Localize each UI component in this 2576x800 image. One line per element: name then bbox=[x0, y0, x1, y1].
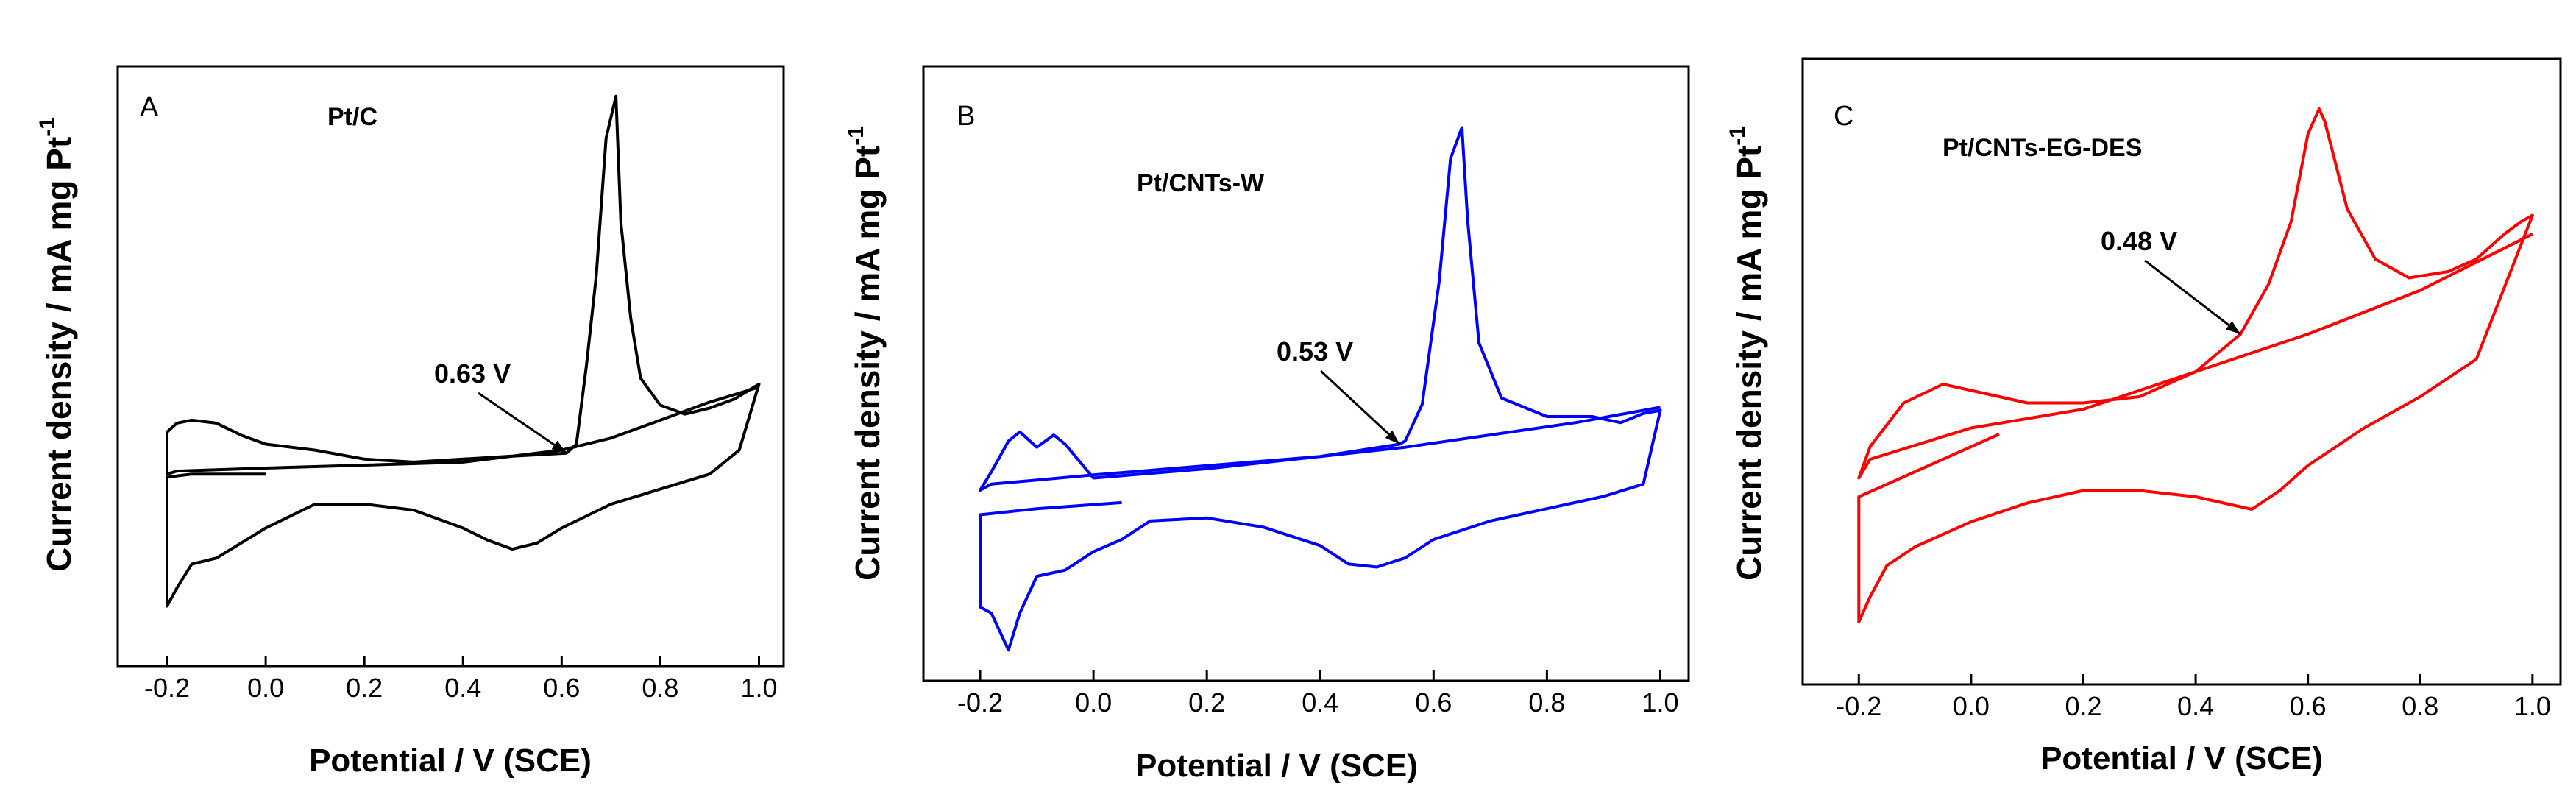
panel-b-ylabel-sup: -1 bbox=[844, 126, 868, 146]
panel-a-x-tick-label: 0.8 bbox=[642, 673, 678, 703]
panel-b-annotation-arrow bbox=[1319, 369, 1401, 445]
panel-b-x-tick-label: 0.2 bbox=[1188, 687, 1225, 718]
panel-c-annotation-arrow bbox=[2144, 259, 2242, 336]
panel-a-frame bbox=[116, 65, 785, 668]
panel-c: -0.2 0.0 0.2 0.4 0.6 0.8 1.0 C Pt/CNTs-EG-DES … bbox=[1725, 57, 2562, 776]
panel-b-x-ticks: -0.2 0.0 0.2 0.4 0.6 0.8 1.0 bbox=[957, 670, 1679, 718]
panel-a-x-tick-label: 1.0 bbox=[740, 673, 777, 703]
panel-b-x-tick-label: 0.6 bbox=[1415, 687, 1452, 718]
panel-c-frame bbox=[1801, 57, 2562, 686]
panel-c-cv-curve bbox=[1857, 107, 2534, 623]
panel-c-xlabel: Potential / V (SCE) bbox=[2040, 740, 2323, 776]
panel-b-cv-curve bbox=[979, 126, 1662, 652]
panel-c-x-tick-label: -0.2 bbox=[1836, 691, 1881, 721]
panel-b-x-tick-label: 0.8 bbox=[1528, 687, 1565, 718]
panel-a-annotation-arrowhead bbox=[551, 440, 567, 453]
panel-c-x-tick-label: 0.6 bbox=[2290, 691, 2327, 721]
panel-c-x-tick-label: 0.0 bbox=[1953, 691, 1990, 721]
panel-c-x-tick-label: 1.0 bbox=[2514, 691, 2551, 721]
panel-b-xlabel: Potential / V (SCE) bbox=[1135, 748, 1418, 784]
panel-b: -0.2 0.0 0.2 0.4 0.6 0.8 1.0 B Pt/CNTs-W 0.53 … bbox=[844, 65, 1690, 784]
panel-c-ylabel-sup: -1 bbox=[1725, 126, 1750, 146]
panel-c-x-tick-label: 0.8 bbox=[2402, 691, 2438, 721]
panel-a-ylabel-text: Current density / mA mg Pt bbox=[40, 137, 78, 572]
panel-a-x-tick-label: 0.4 bbox=[444, 673, 481, 703]
panel-a-letter: A bbox=[140, 92, 159, 123]
panel-c-x-ticks: -0.2 0.0 0.2 0.4 0.6 0.8 1.0 bbox=[1836, 674, 2551, 721]
panel-c-title: Pt/CNTs-EG-DES bbox=[1942, 134, 2142, 162]
panel-c-x-tick-label: 0.4 bbox=[2177, 691, 2214, 721]
panel-a-ylabel-sup: -1 bbox=[35, 117, 60, 137]
panel-b-ylabel-text: Current density / mA mg Pt bbox=[848, 146, 887, 581]
panel-b-annotation: 0.53 V bbox=[1277, 336, 1353, 367]
panel-a-x-tick-label: 0.6 bbox=[543, 673, 580, 703]
panel-a-annotation: 0.63 V bbox=[434, 358, 511, 389]
panel-a-ylabel: Current density / mA mg Pt-1 bbox=[35, 117, 78, 572]
panel-b-title: Pt/CNTs-W bbox=[1137, 169, 1265, 197]
panel-c-ylabel: Current density / mA mg Pt-1 bbox=[1725, 126, 1768, 581]
panel-b-x-tick-label: -0.2 bbox=[957, 687, 1003, 718]
panel-a: -0.2 0.0 0.2 0.4 0.6 0.8 1.0 A Pt/C 0.63 V Pot… bbox=[35, 65, 785, 779]
panel-b-x-tick-label: 0.0 bbox=[1075, 687, 1112, 718]
panel-b-letter: B bbox=[957, 101, 975, 132]
panel-a-cv-curve bbox=[166, 94, 761, 608]
panel-a-x-tick-label: 0.0 bbox=[247, 673, 284, 703]
panel-c-letter: C bbox=[1834, 101, 1853, 132]
panel-c-x-tick-label: 0.2 bbox=[2065, 691, 2101, 721]
panel-a-title: Pt/C bbox=[327, 103, 377, 131]
panel-b-x-tick-label: 0.4 bbox=[1302, 687, 1338, 718]
panel-b-annotation-arrowhead bbox=[1385, 430, 1400, 445]
panel-b-x-tick-label: 1.0 bbox=[1642, 687, 1678, 718]
panel-c-annotation: 0.48 V bbox=[2101, 226, 2177, 256]
panel-a-x-tick-label: -0.2 bbox=[144, 673, 190, 703]
panel-a-annotation-arrow bbox=[478, 392, 567, 454]
panel-a-x-ticks: -0.2 0.0 0.2 0.4 0.6 0.8 1.0 bbox=[144, 656, 778, 703]
panel-a-xlabel: Potential / V (SCE) bbox=[309, 743, 592, 779]
panel-b-ylabel: Current density / mA mg Pt-1 bbox=[844, 126, 887, 581]
panel-c-annotation-arrowhead bbox=[2225, 321, 2241, 334]
panel-c-ylabel-text: Current density / mA mg Pt bbox=[1730, 146, 1768, 581]
panel-a-x-tick-label: 0.2 bbox=[346, 673, 383, 703]
panel-b-frame bbox=[922, 65, 1690, 682]
